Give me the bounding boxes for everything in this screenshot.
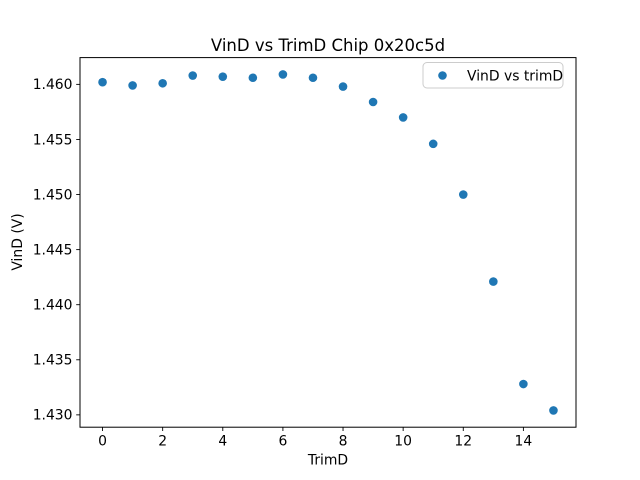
legend: VinD vs trimD [422,62,564,89]
x-axis-ticks: 0 2 4 6 8 10 12 14 [98,427,532,450]
y-tick-label: 1.455 [33,132,73,148]
y-tick-label: 1.450 [33,187,73,203]
data-point [248,73,258,83]
y-tick-label: 1.445 [33,242,73,258]
data-point [308,73,318,83]
legend-marker-circle-icon [438,71,447,80]
x-tick-label: 2 [158,434,167,450]
x-tick-label: 12 [454,434,472,450]
y-tick-label: 1.440 [33,297,73,313]
data-point [188,71,198,80]
data-point [458,190,468,199]
data-point [218,72,228,81]
plot-background [80,57,576,428]
y-tick-label: 1.435 [33,353,73,369]
data-point [368,97,378,107]
y-tick-label: 1.460 [33,77,73,93]
data-point [128,81,137,90]
data-point [489,277,498,286]
x-axis-label: TrimD [307,453,348,469]
axes-frame [79,57,577,428]
x-tick-label: 4 [218,434,227,450]
y-axis-ticks: 1.430 1.435 1.440 1.445 1.450 1.455 1.460 [33,77,80,424]
legend-label: VinD vs trimD [467,69,563,85]
data-points [98,70,558,415]
x-tick-label: 14 [515,434,533,450]
data-point [158,78,167,88]
data-point [549,406,558,415]
data-point [278,70,288,79]
x-tick-label: 8 [339,434,348,450]
chart-title: VinD vs TrimD Chip 0x20c5d [211,36,445,55]
x-tick-label: 0 [98,434,107,450]
y-tick-label: 1.430 [33,408,73,424]
data-point [428,139,438,149]
legend-box [422,62,564,89]
y-axis-label: VinD (V) [10,213,26,270]
data-point [98,77,107,87]
x-tick-label: 6 [278,434,287,450]
data-point [398,113,408,122]
data-point [519,379,528,389]
data-point [338,82,348,91]
x-tick-label: 10 [394,434,412,450]
